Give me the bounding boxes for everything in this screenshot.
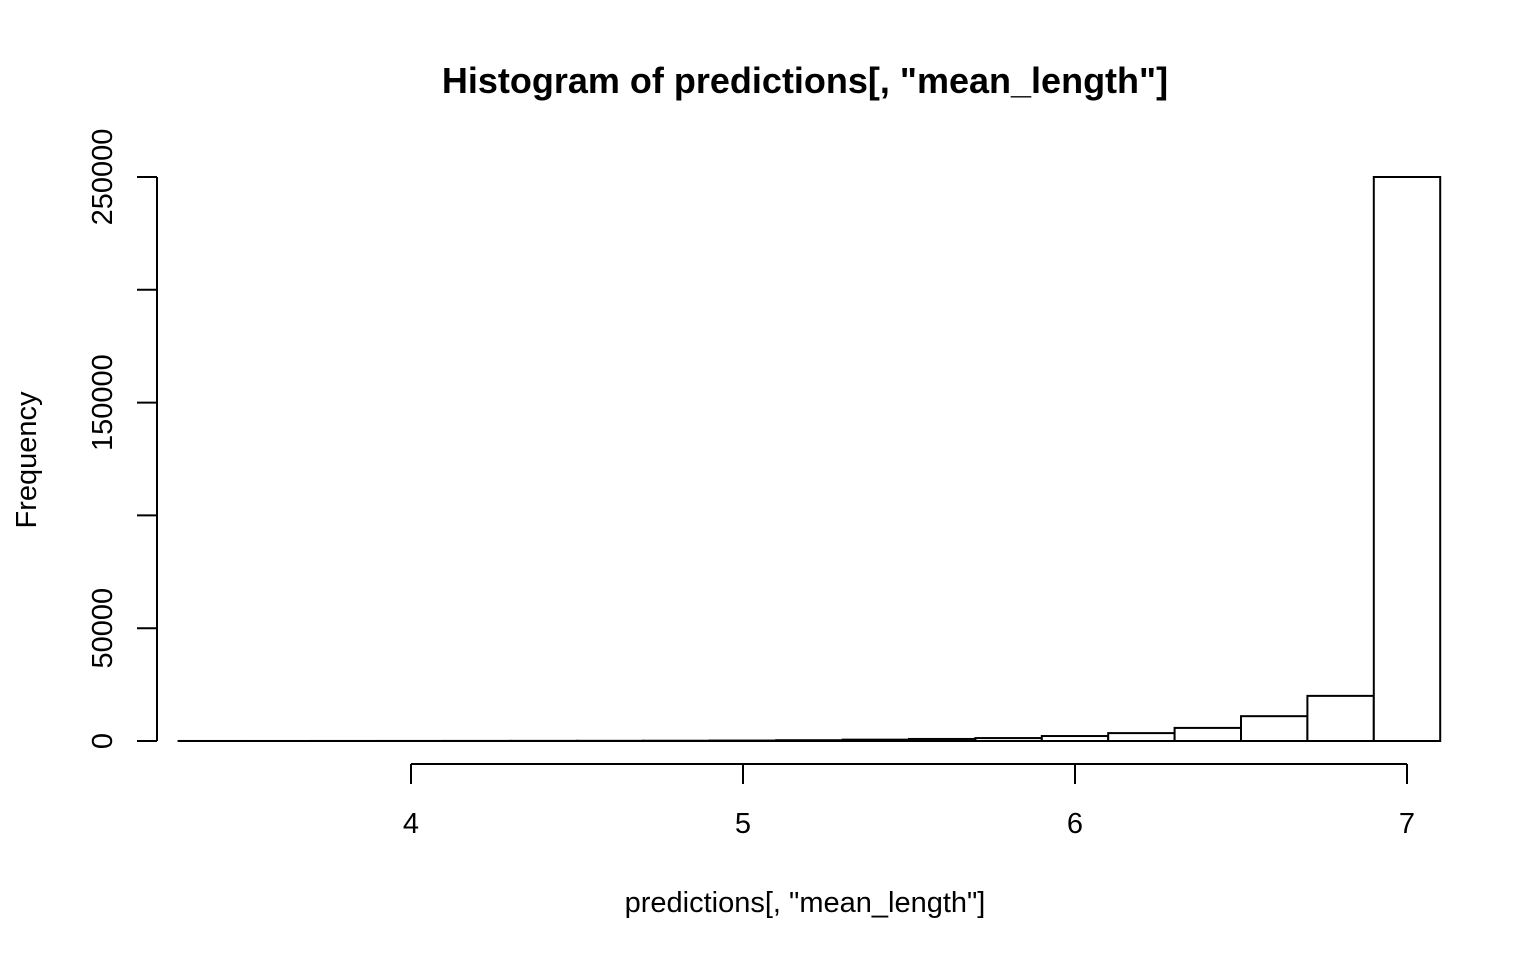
y-axis: 0 50000 150000 250000 [87, 129, 158, 749]
x-tick-label: 7 [1399, 808, 1415, 840]
y-tick-label: 50000 [87, 588, 119, 669]
y-tick-label: 150000 [87, 354, 119, 451]
x-tick-label: 6 [1067, 808, 1083, 840]
bars-group [177, 176, 1442, 743]
chart-title: Histogram of predictions[, "mean_length"… [442, 60, 1168, 101]
histogram-bar [775, 739, 844, 742]
histogram-bar [1107, 732, 1176, 743]
histogram-bar [841, 738, 910, 743]
histogram-bar [974, 737, 1043, 742]
histogram-bar [1173, 726, 1242, 743]
x-tick-label: 5 [735, 808, 751, 840]
histogram-bar [1306, 694, 1375, 743]
y-axis-label: Frequency [11, 391, 43, 529]
histogram-bar [908, 737, 977, 743]
x-axis-label: predictions[, "mean_length"] [625, 887, 986, 919]
histogram-bar [1240, 715, 1309, 743]
x-tick-label: 4 [403, 808, 419, 840]
x-axis: 4 5 6 7 [403, 763, 1415, 840]
y-tick-label: 0 [87, 733, 119, 749]
histogram-bar [1040, 735, 1110, 743]
histogram-bar [1372, 176, 1442, 742]
y-tick-label: 250000 [87, 129, 119, 226]
